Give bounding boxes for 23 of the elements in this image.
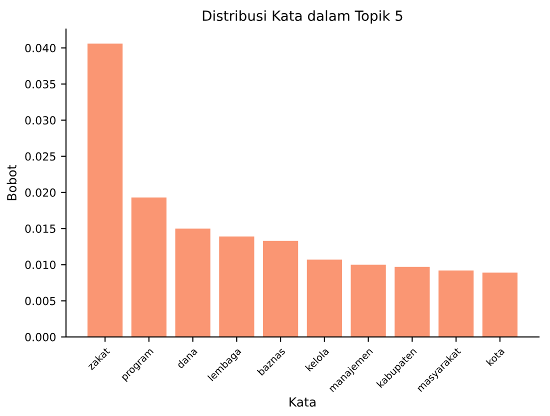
bar: [219, 236, 254, 337]
y-axis-title: Bobot: [6, 164, 16, 200]
bar: [88, 44, 123, 337]
y-tick-label: 0.005: [25, 296, 56, 306]
y-tick-label: 0.030: [25, 116, 56, 125]
y-tick-label: 0.025: [25, 152, 56, 161]
y-tick-label: 0.035: [25, 80, 56, 88]
y-tick-label: 0.020: [25, 188, 56, 197]
bar: [438, 270, 474, 337]
bar: [350, 264, 386, 337]
y-tick-label: 0.000: [25, 332, 56, 342]
y-tick-label: 0.010: [25, 260, 56, 270]
bar: [263, 240, 298, 337]
bar: [394, 266, 430, 337]
bar: [131, 197, 166, 337]
y-tick-label: 0.015: [25, 224, 56, 233]
chart-title: Distribusi Kata dalam Topik 5: [202, 10, 402, 24]
x-axis-title: Kata: [290, 397, 316, 407]
bar: [482, 272, 518, 337]
bar: [175, 228, 210, 337]
y-tick-label: 0.040: [25, 44, 56, 52]
bar: [306, 260, 342, 337]
x-tick-label: kota: [486, 347, 505, 366]
